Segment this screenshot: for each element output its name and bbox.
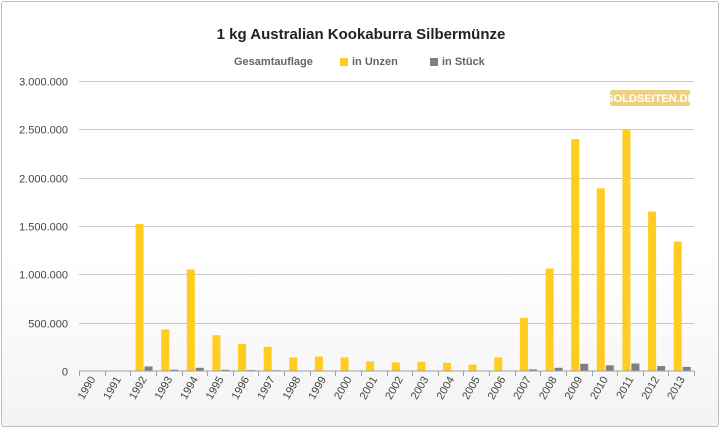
- bar-unzen: [622, 129, 631, 371]
- x-tick-label: 2008: [537, 375, 560, 402]
- y-axis-ticks: 0 500.000 1.000.000 1.500.000 2.000.000 2.500…: [19, 77, 68, 379]
- bar-stueck: [221, 369, 230, 371]
- legend-title: Gesamtauflage: [234, 56, 313, 68]
- x-tick-label: 1997: [255, 375, 278, 402]
- x-tick-label: 2003: [409, 375, 432, 402]
- bar-unzen: [571, 139, 580, 371]
- bar-stueck: [682, 366, 691, 371]
- bar-stueck: [580, 363, 589, 372]
- y-tick-label: 1.500.000: [19, 222, 68, 234]
- x-tick-label: 1998: [281, 375, 304, 402]
- bar-stueck: [554, 367, 563, 371]
- chart-title: 1 kg Australian Kookaburra Silbermünze: [217, 26, 506, 43]
- bar-unzen: [161, 329, 170, 371]
- x-tick-label: 2009: [563, 375, 586, 402]
- x-tick-label: 1996: [230, 375, 253, 402]
- bar-layer: [135, 129, 691, 372]
- bar-unzen: [519, 317, 528, 371]
- x-tick-label: 2002: [383, 375, 406, 402]
- bar-unzen: [391, 362, 400, 371]
- watermark: GOLDSEITEN.DE: [605, 90, 695, 106]
- y-tick-label: 3.000.000: [19, 77, 68, 89]
- chart-legend: Gesamtauflage in Unzen in Stück: [234, 56, 486, 68]
- bar-unzen: [212, 335, 221, 371]
- bar-stueck: [631, 363, 640, 371]
- bar-unzen: [289, 357, 298, 371]
- x-tick-label: 1999: [306, 375, 329, 402]
- x-tick-label: 1993: [153, 375, 176, 402]
- x-tick-label: 1990: [76, 375, 99, 402]
- legend-label-unzen: in Unzen: [352, 56, 398, 68]
- bar-unzen: [340, 357, 349, 371]
- y-tick-label: 1.000.000: [19, 270, 68, 282]
- bar-unzen: [596, 188, 605, 371]
- x-tick-label: 1995: [204, 375, 227, 402]
- watermark-badge: [610, 90, 690, 106]
- x-tick-label: 2007: [511, 375, 534, 402]
- x-tick-label: 1992: [127, 375, 150, 402]
- x-tick-label: 2005: [460, 375, 483, 402]
- bar-unzen: [263, 346, 272, 371]
- bar-stueck: [657, 366, 666, 371]
- legend-swatch-unzen: [340, 58, 348, 66]
- bar-unzen: [468, 364, 477, 371]
- x-tick-label: 2013: [665, 375, 688, 402]
- x-axis-ticks: 1990 1991 1992 1993 1994 1995 1996 1997 1998 1999…: [76, 371, 695, 402]
- bar-stueck: [605, 365, 614, 371]
- x-tick-label: 2001: [358, 375, 381, 402]
- x-tick-label: 2000: [332, 375, 355, 402]
- bar-unzen: [494, 357, 503, 371]
- y-tick-label: 0: [62, 367, 68, 379]
- x-tick-label: 2010: [588, 375, 611, 402]
- legend-swatch-stueck: [430, 58, 438, 66]
- bar-unzen: [545, 268, 554, 371]
- x-tick-label: 2004: [435, 375, 458, 402]
- grid-layer: [79, 81, 694, 324]
- y-tick-label: 500.000: [28, 319, 68, 331]
- bar-unzen: [366, 361, 375, 371]
- x-tick-label: 2011: [614, 375, 636, 401]
- bar-stueck: [528, 369, 537, 371]
- bar-unzen: [443, 362, 452, 371]
- x-tick-label: 2006: [486, 375, 509, 402]
- bar-stueck: [144, 366, 153, 371]
- x-tick-label: 1991: [101, 375, 124, 402]
- bar-stueck: [195, 367, 204, 371]
- bar-unzen: [186, 269, 195, 371]
- x-tick-label: 2012: [640, 375, 663, 402]
- bar-unzen: [673, 241, 682, 371]
- bar-unzen: [135, 224, 144, 371]
- y-tick-label: 2.500.000: [19, 125, 68, 137]
- bar-unzen: [648, 211, 657, 371]
- legend-label-stueck: in Stück: [442, 56, 486, 68]
- bar-unzen: [238, 343, 247, 371]
- y-tick-label: 2.000.000: [19, 174, 68, 186]
- x-tick-label: 1994: [178, 375, 201, 402]
- bar-unzen: [314, 356, 323, 371]
- watermark-text: GOLDSEITEN.DE: [605, 93, 695, 105]
- bar-stueck: [170, 369, 179, 371]
- bar-unzen: [417, 361, 426, 371]
